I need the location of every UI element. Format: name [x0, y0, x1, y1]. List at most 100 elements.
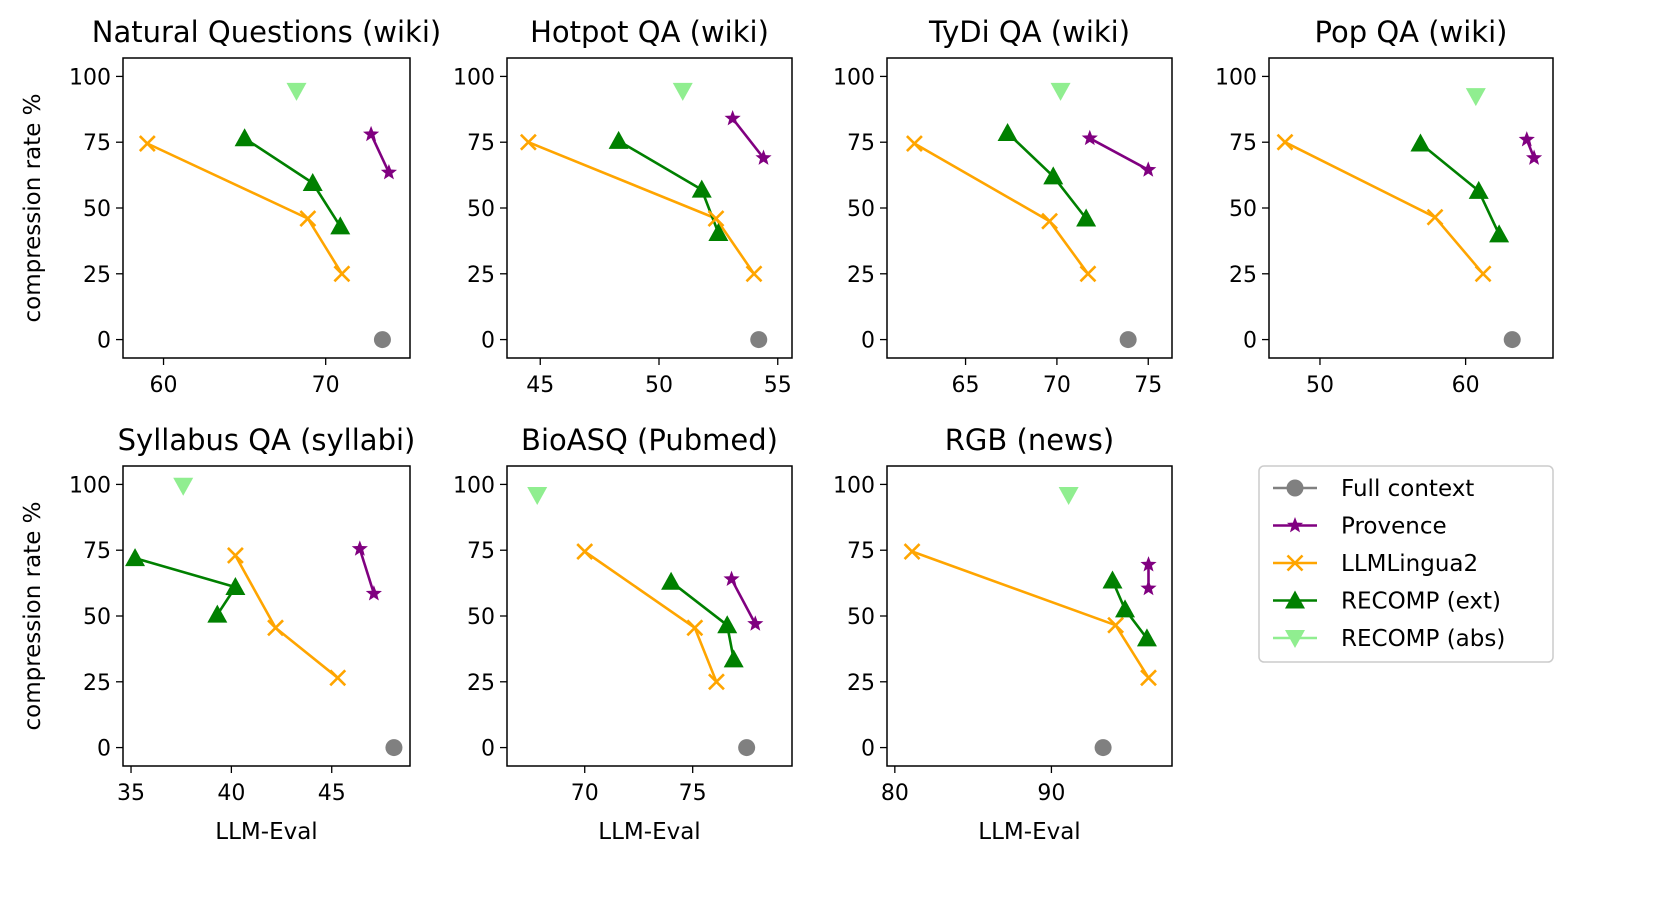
y-tick-label: 0: [1243, 329, 1257, 354]
point-prov: [365, 585, 382, 601]
x-tick-label: 45: [318, 781, 346, 806]
series-line-llml: [146, 142, 344, 275]
point-rabs: [173, 477, 194, 496]
point-rabs: [1050, 82, 1071, 101]
legend-marker: [1285, 590, 1305, 609]
legend: Full context Provence LLMLingua2 RECOMP (ex…: [1258, 465, 1554, 663]
subplot-title: Pop QA (wiki): [1315, 15, 1508, 49]
point-rext: [997, 123, 1018, 141]
x-axis-label: LLM-Eval: [598, 819, 700, 845]
point-rext: [717, 615, 738, 634]
point-llml: [1474, 265, 1492, 283]
subplot-title: Natural Questions (wiki): [92, 15, 441, 49]
subplot-2: Hotpot QA (wiki) 0 25 50 75 100 45 50 55: [453, 15, 793, 398]
legend-label: Provence: [1341, 514, 1447, 540]
legend-marker: [1285, 630, 1305, 648]
point-llml: [1107, 616, 1125, 634]
point-rext: [1410, 133, 1431, 152]
x-tick-label: 55: [764, 373, 792, 398]
legend-item-full: Full context: [1273, 476, 1474, 502]
legend-label: LLMLingua2: [1341, 551, 1478, 577]
y-tick-label: 25: [83, 671, 111, 696]
series-line-llml: [234, 554, 339, 679]
point-llml: [519, 133, 537, 151]
subplot-5: Syllabus QA (syllabi) 0 25 50 75 100 35 40 45 com…: [20, 423, 415, 845]
point-llml: [138, 135, 156, 152]
point-full: [1503, 331, 1521, 349]
point-llml: [686, 619, 704, 637]
point-prov: [1518, 131, 1535, 147]
series-line-rext: [134, 556, 237, 616]
y-tick-label: 50: [847, 605, 875, 630]
y-tick-label: 75: [83, 131, 111, 156]
series-line-prov: [358, 548, 376, 594]
y-tick-label: 0: [861, 329, 875, 354]
y-tick-label: 25: [847, 671, 875, 696]
point-rext: [1468, 180, 1489, 199]
y-tick-label: 75: [847, 131, 875, 156]
legend-label: RECOMP (ext): [1341, 589, 1501, 615]
y-tick-label: 0: [97, 329, 111, 354]
point-rext: [1136, 628, 1157, 647]
y-tick-label: 100: [833, 473, 875, 498]
x-tick-label: 60: [1452, 373, 1480, 398]
point-rext: [225, 577, 246, 596]
x-axis-label: LLM-Eval: [215, 819, 317, 845]
subplot-6: BioASQ (Pubmed) 0 25 50 75 100 70 75 LLM-Eval: [453, 423, 793, 845]
legend-marker: [1286, 479, 1304, 497]
y-tick-label: 100: [69, 473, 111, 498]
y-tick-label: 50: [847, 197, 875, 222]
y-tick-label: 100: [833, 65, 875, 90]
series-line-llml: [913, 142, 1090, 275]
subplot-title: TyDi QA (wiki): [928, 15, 1130, 49]
y-tick-label: 50: [467, 197, 495, 222]
y-tick-label: 0: [481, 737, 495, 762]
subplot-7: RGB (news) 0 25 50 75 100 80 90 LLM-Eval: [833, 423, 1173, 845]
subplot-title: RGB (news): [945, 423, 1114, 457]
point-prov: [1525, 149, 1543, 165]
point-rext: [691, 179, 712, 198]
x-tick-label: 60: [150, 373, 178, 398]
y-axis-label: compression rate %: [20, 93, 46, 322]
x-tick-label: 35: [117, 781, 145, 806]
point-llml: [226, 547, 244, 564]
point-llml: [576, 543, 594, 560]
point-llml: [1276, 133, 1294, 151]
point-rabs: [286, 82, 307, 101]
x-axis-label: LLM-Eval: [978, 819, 1080, 845]
point-rext: [661, 571, 682, 590]
point-llml: [1140, 669, 1157, 687]
point-llml: [267, 619, 284, 637]
legend-item-rext: RECOMP (ext): [1273, 589, 1501, 615]
y-tick-label: 75: [83, 539, 111, 564]
axes-frame: [506, 57, 793, 359]
point-rext: [1102, 570, 1123, 589]
point-full: [1094, 739, 1112, 757]
x-tick-label: 45: [526, 373, 554, 398]
point-prov: [1140, 556, 1157, 572]
subplot-title: Hotpot QA (wiki): [530, 15, 769, 49]
point-rabs: [672, 82, 693, 101]
legend-label: RECOMP (abs): [1341, 626, 1505, 652]
point-rext: [608, 130, 629, 149]
legend-item-prov: Provence: [1273, 514, 1447, 540]
x-tick-label: 75: [679, 781, 707, 806]
subplot-1: Natural Questions (wiki) 0 25 50 75 100 60 70 co…: [20, 15, 441, 398]
point-prov: [723, 570, 740, 587]
y-tick-label: 50: [83, 197, 111, 222]
point-rext: [207, 604, 228, 623]
point-llml: [905, 135, 923, 152]
y-tick-label: 25: [83, 263, 111, 288]
point-llml: [333, 265, 351, 283]
x-tick-label: 70: [1043, 373, 1071, 398]
y-tick-label: 100: [69, 65, 111, 90]
point-llml: [745, 265, 763, 283]
axes-frame: [122, 57, 411, 359]
point-rext: [1115, 599, 1136, 618]
point-rabs: [527, 486, 548, 505]
y-tick-label: 75: [1229, 131, 1257, 156]
series-line-llml: [1284, 141, 1485, 275]
axes-frame: [886, 57, 1173, 359]
x-tick-label: 65: [952, 373, 980, 398]
subplot-title: BioASQ (Pubmed): [521, 423, 778, 457]
